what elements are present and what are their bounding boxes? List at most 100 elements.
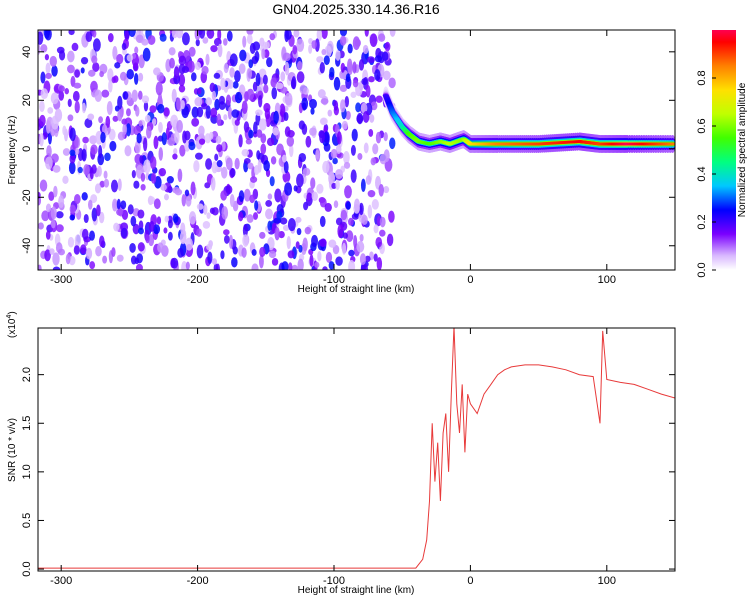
heatmap-noise-cell — [163, 107, 170, 117]
heatmap-noise-cell — [344, 185, 352, 199]
heatmap-noise-cell — [370, 157, 376, 166]
heatmap-noise-cell — [205, 97, 213, 106]
heatmap-noise-cell — [106, 101, 113, 115]
heatmap-noise-cell — [132, 223, 140, 235]
heatmap-noise-cell — [275, 82, 284, 90]
heatmap-noise-cell — [358, 202, 364, 216]
heatmap-noise-cell — [309, 127, 317, 136]
heatmap-noise-cell — [158, 121, 163, 134]
colorbar-ticks: 0.0 0.2 0.4 0.6 0.8 — [696, 70, 716, 278]
heatmap-noise-cell — [258, 254, 264, 269]
heatmap-frame — [37, 29, 676, 271]
heatmap-noise-cell — [326, 40, 334, 54]
heatmap-noise-cell — [53, 185, 58, 198]
heatmap-noise-cell — [241, 148, 250, 157]
heatmap-noise-cell — [122, 91, 129, 100]
heatmap-noise-cell — [345, 110, 351, 121]
heatmap-noise-cell — [242, 35, 247, 48]
snr-multiplier-exp: 4 — [6, 315, 13, 319]
heatmap-noise-cell — [133, 125, 142, 136]
heatmap-noise-cell — [207, 251, 213, 264]
heatmap-noise-cell — [185, 261, 190, 270]
heatmap-noise-cell — [251, 249, 257, 256]
heatmap-noise-cell — [309, 254, 314, 267]
x-tick-label: 100 — [598, 575, 616, 587]
heatmap-noise-cell — [262, 74, 268, 85]
heatmap-noise-cell — [201, 103, 208, 110]
heatmap-noise-cell — [177, 168, 183, 183]
heatmap-noise-cell — [309, 98, 317, 109]
heatmap-noise-cell — [274, 188, 282, 203]
colorbar-label: Normalized spectral amplitude — [737, 82, 748, 217]
snr-x-ticks: -300 -200 -100 0 100 — [50, 328, 616, 587]
heatmap-noise-cell — [284, 61, 290, 76]
heatmap-noise-cell — [129, 242, 136, 253]
heatmap-noise-cell — [101, 89, 110, 98]
heatmap-noise-cell — [216, 113, 222, 127]
heatmap-noise-cell — [238, 63, 246, 74]
heatmap-noise-cell — [89, 261, 96, 270]
heatmap-noise-cell — [329, 66, 335, 78]
heatmap-noise-cell — [90, 194, 98, 204]
heatmap-noise-cell — [209, 82, 216, 93]
heatmap-noise-cell — [89, 167, 94, 180]
heatmap-noise-cell — [216, 160, 223, 168]
heatmap-noise-cell — [296, 227, 302, 236]
heatmap-noise-cell — [114, 62, 121, 69]
heatmap-noise-cell — [38, 222, 44, 230]
heatmap-noise-cell — [52, 266, 61, 270]
heatmap-noise-cell — [360, 178, 366, 192]
heatmap-noise-cell — [206, 30, 215, 39]
heatmap-noise-cell — [92, 30, 97, 38]
heatmap-noise-cell — [333, 200, 339, 209]
heatmap-noise-cell — [131, 169, 136, 179]
y-tick-label: -20 — [21, 189, 33, 205]
heatmap-noise-cell — [276, 210, 283, 220]
heatmap-noise-cell — [323, 55, 330, 66]
heatmap-noise-cell — [135, 263, 143, 270]
heatmap-noise-cell — [152, 224, 161, 235]
snr-y-axis-label: SNR (10 * v/v) — [7, 418, 18, 482]
heatmap-noise-cell — [298, 120, 306, 130]
heatmap-noise-cell — [58, 90, 65, 101]
heatmap-noise-cell — [314, 261, 320, 268]
heatmap-noise-cell — [243, 121, 250, 133]
heatmap-noise-cell — [263, 160, 270, 172]
heatmap-noise-cell — [58, 85, 65, 92]
y-tick-label: -40 — [21, 238, 33, 254]
heatmap-noise-cell — [256, 129, 263, 138]
heatmap-noise-cell — [267, 193, 273, 200]
heatmap-noise-cell — [333, 100, 339, 111]
heatmap-noise-cell — [270, 156, 277, 165]
heatmap-noise-cell — [172, 213, 179, 224]
heatmap-noise-cell — [39, 114, 46, 127]
heatmap-noise-cell — [177, 247, 184, 258]
heatmap-noise-cell — [206, 212, 211, 219]
heatmap-noise-cell — [111, 76, 116, 84]
heatmap-noise-cell — [292, 45, 298, 55]
heatmap-noise-cell — [345, 73, 351, 82]
heatmap-noise-cell — [335, 217, 343, 226]
heatmap-noise-cell — [62, 148, 71, 156]
heatmap-noise-cell — [280, 217, 288, 225]
heatmap-noise-cell — [365, 175, 372, 185]
heatmap-noise-cell — [350, 169, 357, 183]
heatmap-noise-cell — [74, 100, 80, 114]
heatmap-noise-cell — [316, 56, 324, 63]
heatmap-noise-cell — [50, 206, 57, 220]
heatmap-noise-cell — [364, 255, 371, 263]
heatmap-noise-cell — [171, 30, 178, 39]
heatmap-noise-cell — [116, 53, 124, 65]
heatmap-noise-cell — [120, 227, 128, 239]
heatmap-noise-cell — [252, 212, 258, 220]
heatmap-noise-cell — [138, 54, 145, 69]
heatmap-noise-cell — [273, 110, 279, 124]
heatmap-noise-cell — [55, 224, 64, 233]
heatmap-noise-cell — [142, 137, 148, 152]
heatmap-noise-cell — [343, 150, 350, 165]
heatmap-noise-cell — [198, 138, 206, 145]
x-tick-label: -200 — [187, 274, 209, 286]
heatmap-noise-cell — [259, 37, 265, 47]
heatmap-noise-cell — [211, 258, 218, 265]
